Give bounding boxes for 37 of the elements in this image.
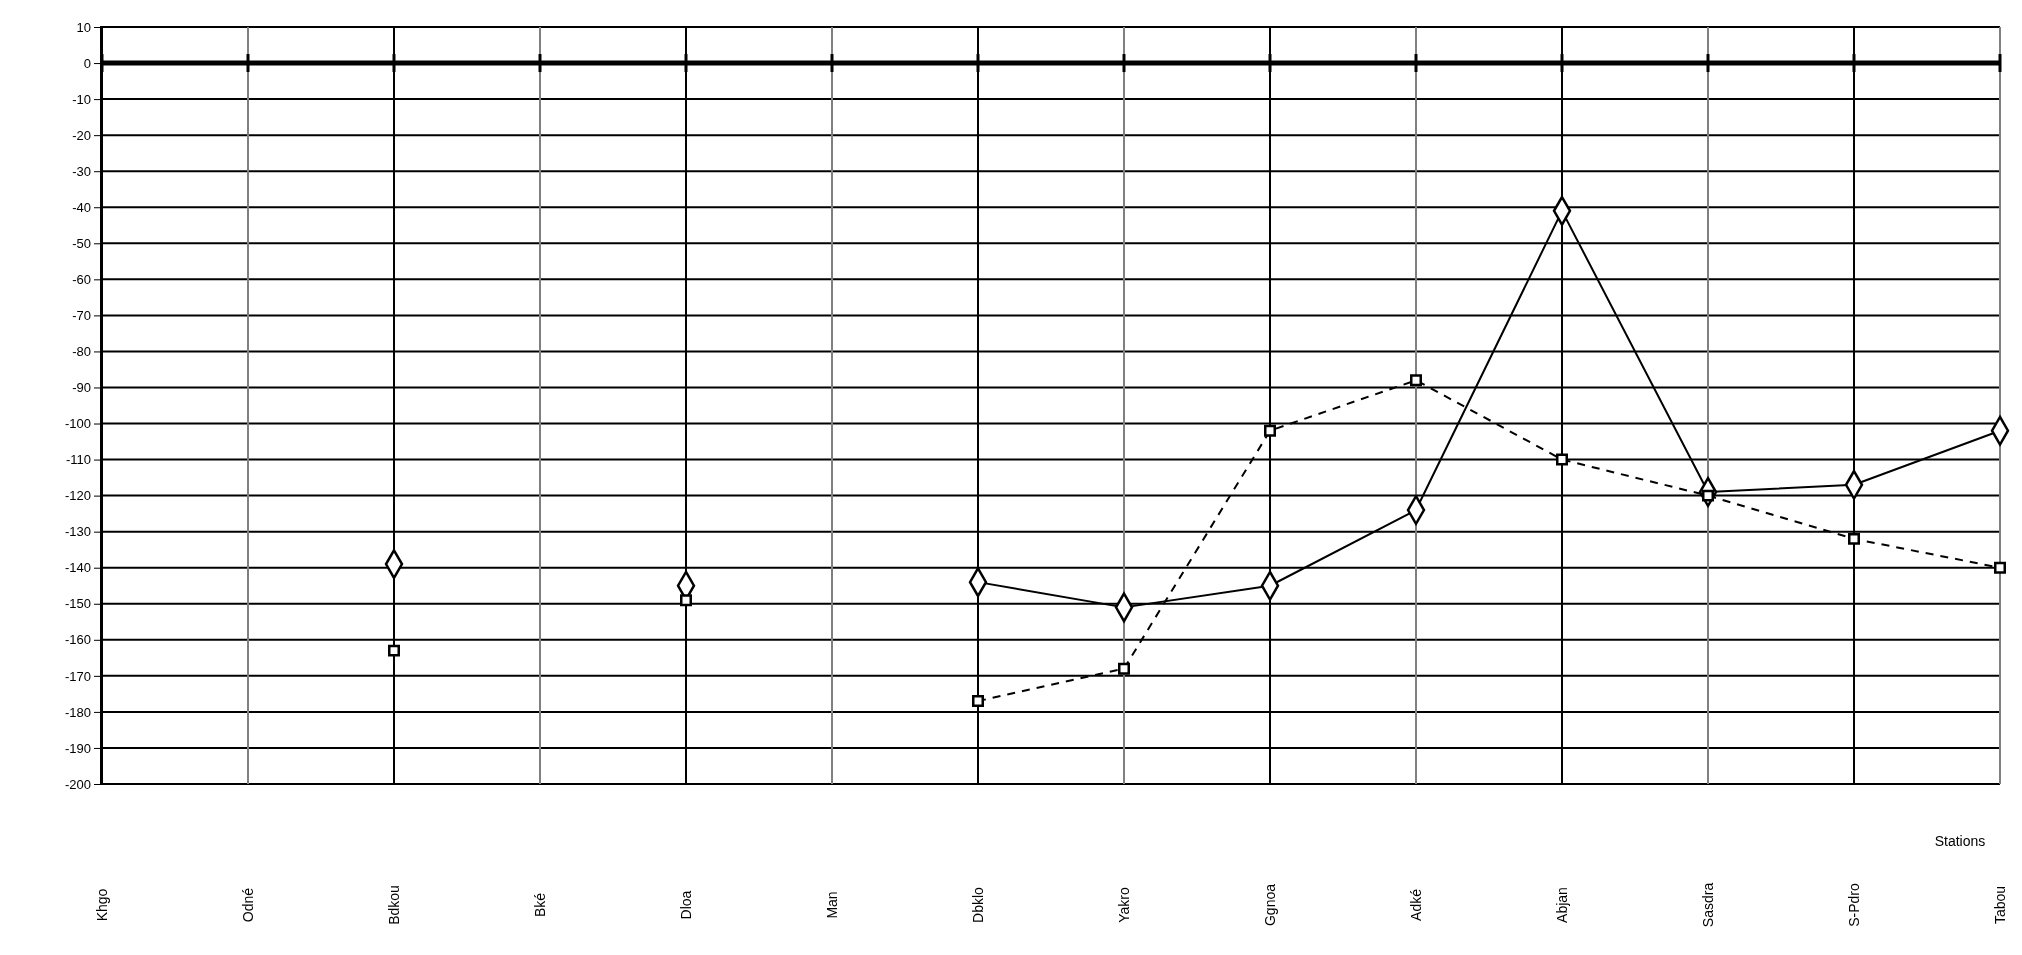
y-tick-label: -60 <box>72 271 91 287</box>
x-tick-label: Abjan <box>1554 887 1570 923</box>
y-tick-label: -170 <box>64 668 91 684</box>
y-tick-label: -100 <box>64 416 91 432</box>
y-tick-label: -110 <box>65 452 91 468</box>
x-tick-label: Odné <box>240 887 256 923</box>
y-tick-label: 0 <box>83 55 91 71</box>
x-tick-label: Ggnoa <box>1262 883 1278 927</box>
x-tick-label: Yakro <box>1116 887 1132 923</box>
x-tick-label: Bdkou <box>386 885 402 925</box>
y-tick-label: -200 <box>64 776 91 792</box>
y-tick-label: -40 <box>72 199 91 215</box>
y-tick-label: -120 <box>64 488 91 504</box>
y-tick-label: -30 <box>72 163 91 179</box>
y-tick-label: -10 <box>72 91 91 107</box>
x-tick-label: Man <box>824 891 840 919</box>
x-tick-label: Dloa <box>678 890 694 920</box>
y-tick-label: -90 <box>72 380 91 396</box>
x-tick-label: S-Pdro <box>1846 883 1862 927</box>
y-tick-label: -190 <box>64 740 91 756</box>
y-tick-label: -150 <box>64 596 91 612</box>
y-tick-label: -160 <box>64 632 91 648</box>
x-axis-title: Stations <box>1934 833 1986 849</box>
x-tick-label: Tabou <box>1992 885 2008 925</box>
x-tick-label: Khgo <box>94 888 110 922</box>
y-tick-label: -130 <box>64 524 91 540</box>
x-tick-label: Dbklo <box>970 886 986 923</box>
y-tick-label: -70 <box>72 308 91 324</box>
x-tick-label: Adké <box>1408 888 1424 921</box>
y-tick-label: -180 <box>64 704 91 720</box>
x-tick-label: Bké <box>532 892 548 918</box>
y-tick-label: -140 <box>64 560 91 576</box>
x-tick-label: Sasdra <box>1700 882 1716 928</box>
y-tick-label: 10 <box>76 19 91 35</box>
y-tick-label: -80 <box>72 344 91 360</box>
y-tick-label: -50 <box>72 235 91 251</box>
y-tick-label: -20 <box>72 127 91 143</box>
